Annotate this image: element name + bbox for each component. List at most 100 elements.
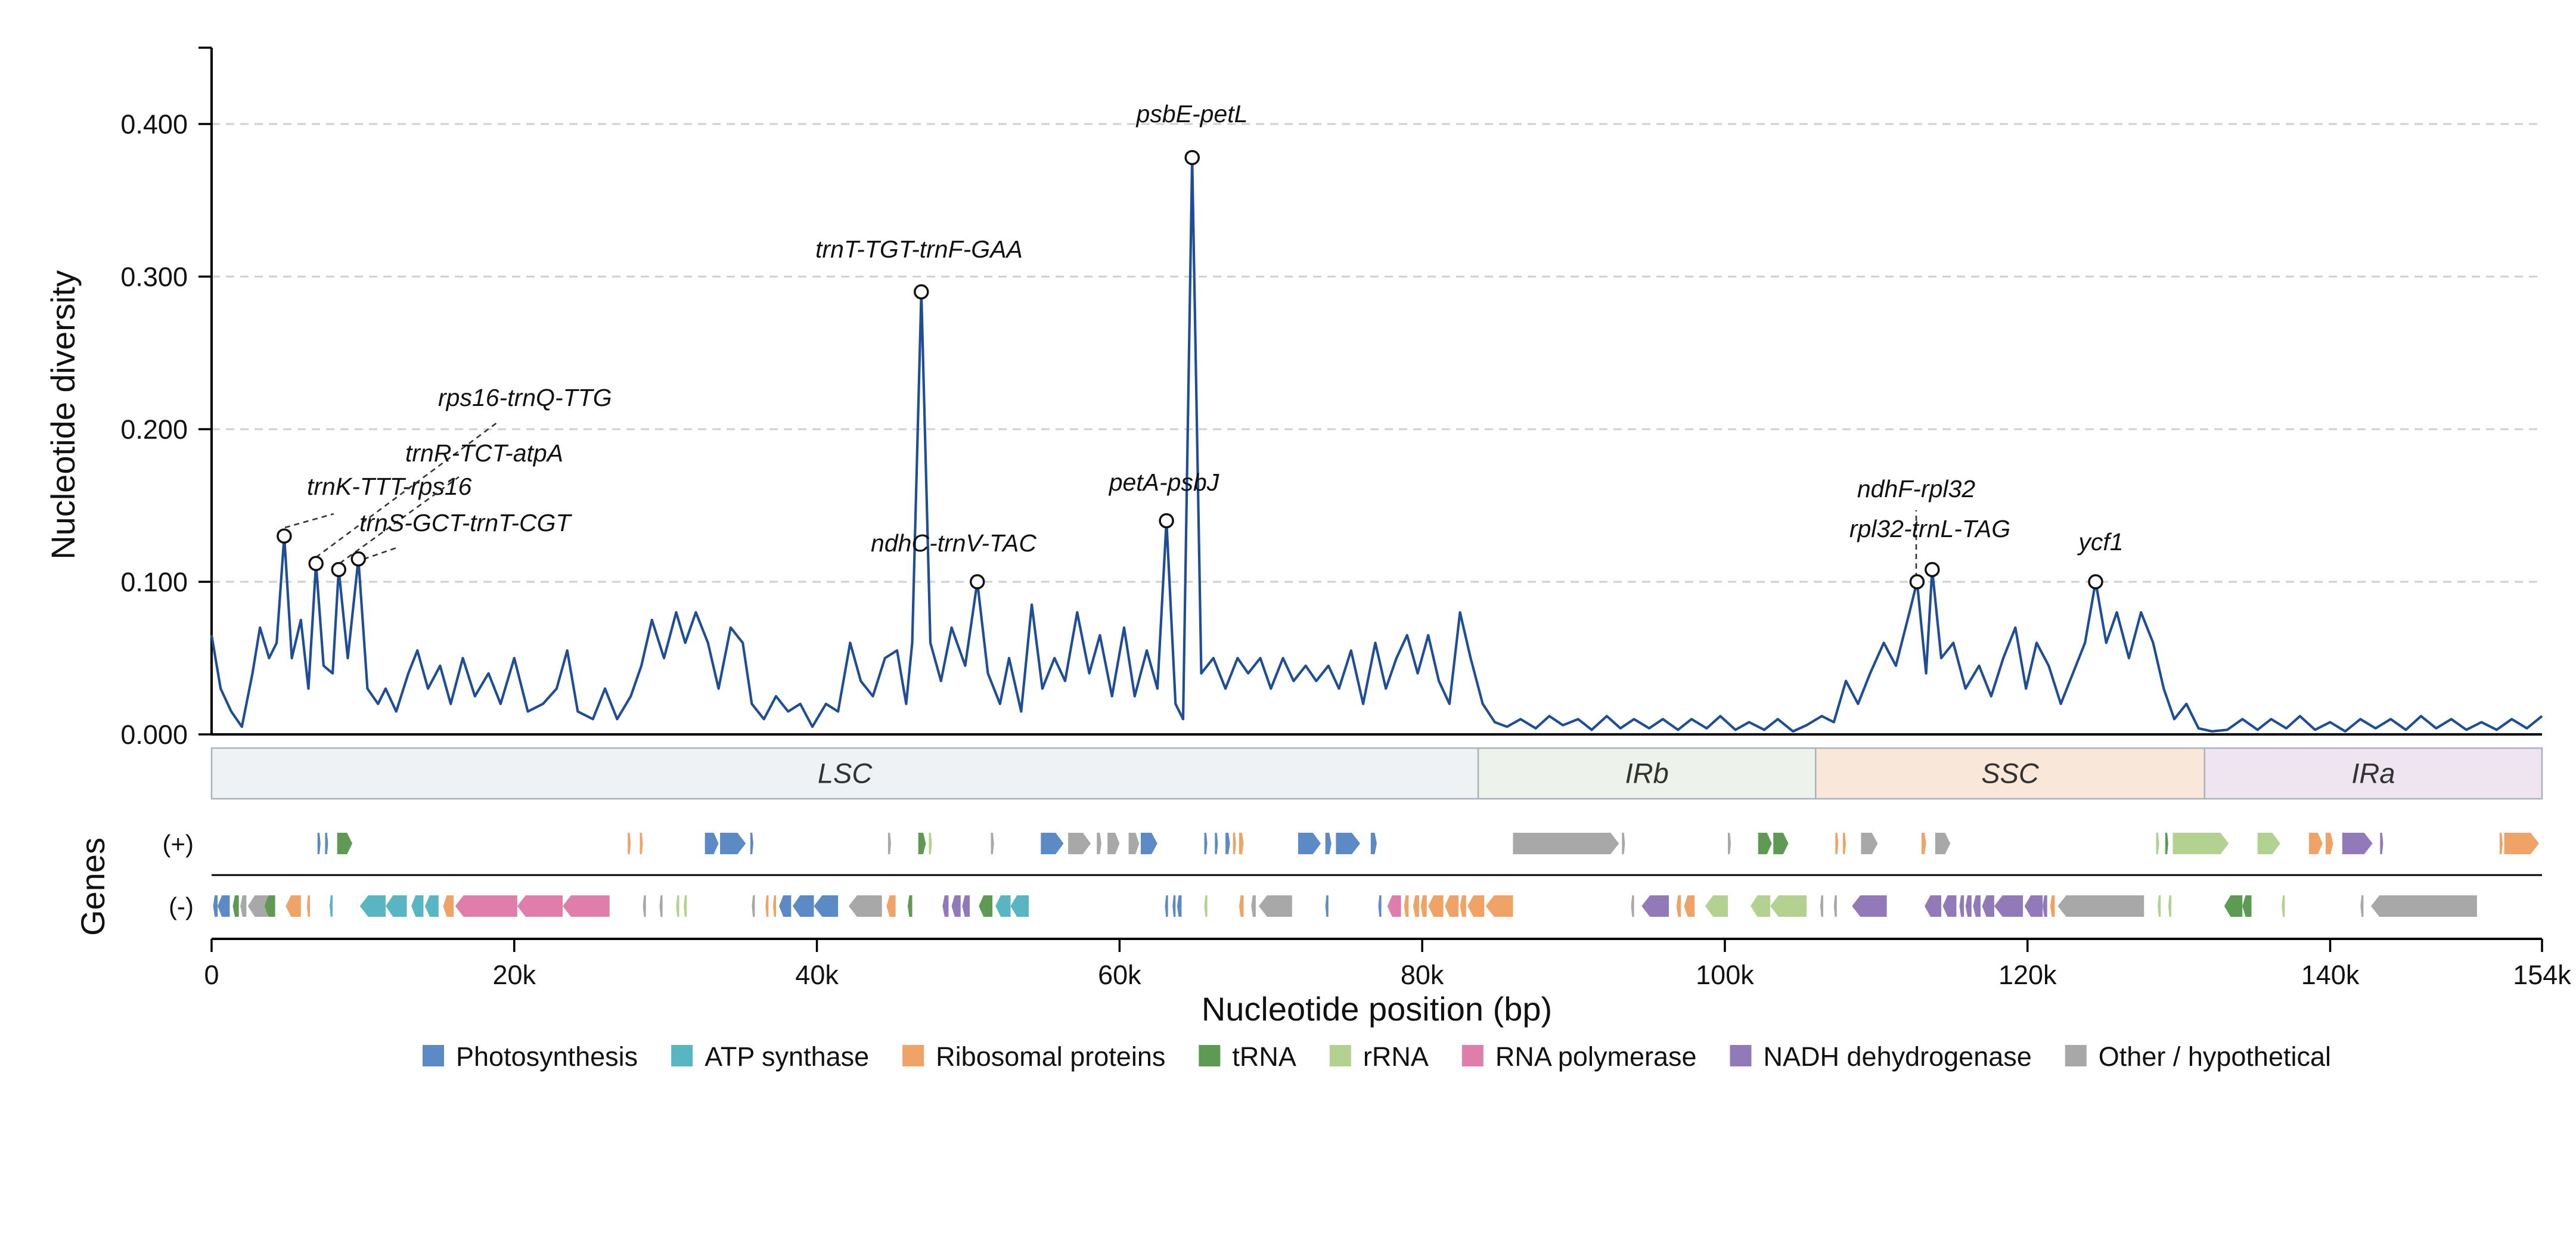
gene-track: Genes (+) (-) xyxy=(74,830,2542,936)
x-tick-label: 80k xyxy=(1401,960,1444,990)
peak-marker xyxy=(1184,150,1200,166)
gene-feature xyxy=(1728,833,1731,854)
axes: 0.000 0.100 0.200 0.300 0.400 Nucleotide dive… xyxy=(44,46,2571,1028)
gene-feature xyxy=(385,895,407,917)
diversity-series xyxy=(210,156,2543,733)
gene-feature xyxy=(517,895,563,917)
gene-feature xyxy=(1251,895,1256,917)
legend-label: Ribosomal proteins xyxy=(936,1041,1165,1072)
gene-feature xyxy=(2504,833,2539,854)
gene-feature xyxy=(1177,895,1182,917)
peak-marker xyxy=(1159,513,1174,529)
gene-feature xyxy=(1641,895,1669,917)
gene-feature xyxy=(1684,895,1695,917)
region-label: SSC xyxy=(1981,758,2040,789)
gene-feature xyxy=(1387,895,1401,917)
gene-feature xyxy=(285,895,301,917)
gene-feature xyxy=(1705,895,1728,917)
peak-marker xyxy=(2088,574,2103,590)
peak-label: trnR-TCT-atpA xyxy=(405,439,563,467)
gene-feature xyxy=(2172,833,2229,854)
peak-label: rpl32-trnL-TAG xyxy=(1849,515,2010,542)
gene-feature xyxy=(1239,895,1244,917)
gene-feature xyxy=(1258,895,1292,917)
gene-feature xyxy=(907,895,913,917)
region-track: LSC IRb SSC IRa xyxy=(210,747,2543,800)
gene-feature xyxy=(1370,833,1377,854)
gene-feature xyxy=(1107,833,1120,854)
gene-feature xyxy=(1041,833,1064,854)
gene-feature xyxy=(1404,895,1409,917)
gene-feature xyxy=(1172,895,1176,917)
gene-feature xyxy=(1467,895,1485,917)
gene-feature xyxy=(2342,833,2373,854)
gene-feature xyxy=(306,895,311,917)
diversity-line xyxy=(210,156,2543,733)
gene-feature xyxy=(772,895,777,917)
region-irb xyxy=(1477,747,1817,800)
genes-track-title: Genes xyxy=(74,838,111,936)
gene-feature xyxy=(424,895,439,917)
gene-feature xyxy=(1165,895,1168,917)
y-axis-title: Nucleotide diversity xyxy=(44,270,82,560)
x-tick-label: 60k xyxy=(1098,960,1141,990)
gene-feature xyxy=(1378,895,1382,917)
x-tick-label: 0 xyxy=(204,960,219,990)
x-tick-label: 20k xyxy=(493,960,536,990)
gene-feature xyxy=(887,833,891,854)
y-tick-label: 0.400 xyxy=(120,109,188,139)
plus-strand-label: (+) xyxy=(163,830,194,858)
gene-feature xyxy=(1959,895,1964,917)
gene-feature xyxy=(720,833,746,854)
gene-feature xyxy=(1204,833,1208,854)
gene-feature xyxy=(1215,833,1218,854)
gene-feature xyxy=(1925,895,1942,917)
y-tick-label: 0.000 xyxy=(120,719,188,750)
gene-feature xyxy=(563,895,610,917)
region-ira xyxy=(2203,747,2543,800)
legend-swatch xyxy=(1730,1045,1752,1066)
gene-feature xyxy=(1843,833,1846,854)
gene-feature xyxy=(1233,833,1236,854)
gene-feature xyxy=(1935,833,1951,854)
peak-label: ycf1 xyxy=(2077,528,2123,556)
gene-feature xyxy=(1922,833,1926,854)
gene-feature xyxy=(1420,895,1427,917)
gene-feature xyxy=(2360,895,2364,917)
gene-feature xyxy=(1068,833,1091,854)
gene-feature xyxy=(659,895,663,917)
peak-label: trnT-TGT-trnF-GAA xyxy=(815,235,1023,263)
gene-feature xyxy=(962,895,970,917)
peak-label: ndhC-trnV-TAC xyxy=(871,529,1036,557)
gene-feature xyxy=(2309,833,2323,854)
gene-feature xyxy=(337,833,353,854)
peak-marker xyxy=(1925,562,1940,578)
gridlines xyxy=(212,123,2542,583)
legend-label: tRNA xyxy=(1232,1041,1296,1072)
gene-feature xyxy=(247,895,268,917)
gene-feature xyxy=(2050,895,2055,917)
region-ssc xyxy=(1815,747,2206,800)
gene-feature xyxy=(1622,833,1625,854)
peak-label: ndhF-rpl32 xyxy=(1857,475,1975,503)
gene-feature xyxy=(359,895,386,917)
gene-feature xyxy=(330,895,333,917)
gene-feature xyxy=(2043,895,2047,917)
gene-feature xyxy=(1010,895,1029,917)
peak-annotations: trnK-TTT-rps16 rps16-trnQ-TTG trnR-TCT-atp… xyxy=(277,100,2124,590)
gene-feature xyxy=(1751,895,1771,917)
gene-feature xyxy=(2168,895,2171,917)
gene-feature xyxy=(1513,833,1619,854)
region-label: LSC xyxy=(818,758,873,789)
gene-feature xyxy=(704,833,719,854)
gene-feature xyxy=(455,895,517,917)
legend-label: ATP synthase xyxy=(704,1041,869,1072)
gene-feature xyxy=(1942,895,1957,917)
gene-feature xyxy=(676,895,679,917)
gene-feature xyxy=(1225,833,1230,854)
gene-feature xyxy=(1325,895,1329,917)
gene-feature xyxy=(951,895,961,917)
legend-swatch xyxy=(902,1045,924,1066)
peak-label: psbE-petL xyxy=(1135,100,1248,128)
